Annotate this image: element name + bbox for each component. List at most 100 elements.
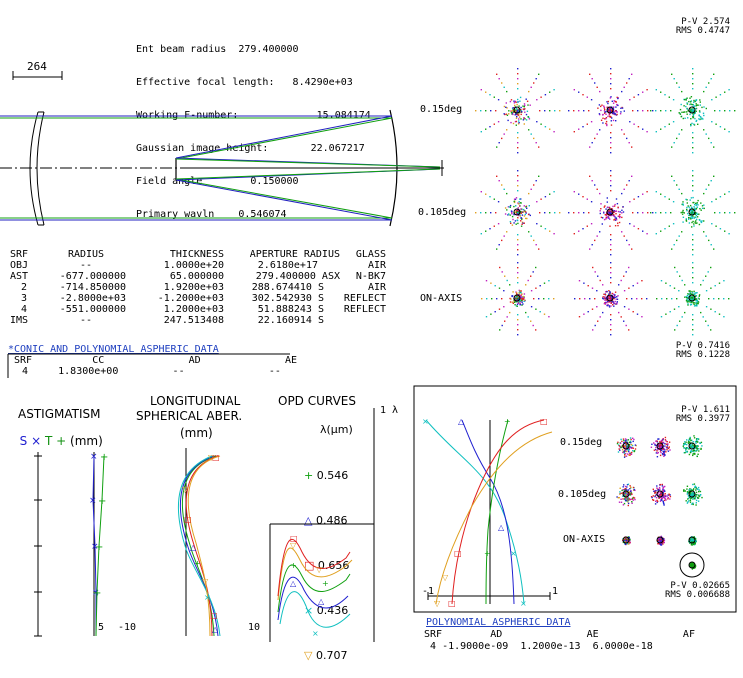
spot-dot xyxy=(619,487,621,489)
spot-dot xyxy=(596,188,598,190)
spot-dot xyxy=(688,217,690,219)
spot-dot xyxy=(517,324,519,326)
spot-dot xyxy=(610,88,612,90)
spot-dot xyxy=(665,212,667,214)
spot-dot xyxy=(641,280,643,282)
spot-dot xyxy=(696,449,698,451)
spot-dot xyxy=(630,438,632,441)
spot-dot xyxy=(696,445,698,448)
spot-dot xyxy=(517,302,520,304)
spot-dot xyxy=(694,304,696,307)
spot-dot xyxy=(686,488,688,490)
spot-dot xyxy=(623,133,625,135)
spot-dot xyxy=(616,442,619,445)
spot-dot xyxy=(511,295,513,298)
spot-dot xyxy=(689,304,692,306)
spot-dot xyxy=(518,105,520,107)
spot-dot xyxy=(686,108,689,110)
spot-dot xyxy=(691,540,693,542)
spot-dot xyxy=(624,540,626,543)
spot-dot xyxy=(520,299,522,301)
spot-dot xyxy=(614,219,617,221)
spot-dot xyxy=(610,319,612,321)
spot-dot xyxy=(609,218,611,220)
spot-dot xyxy=(655,500,657,502)
spot-dot xyxy=(656,487,658,489)
conic-data-link[interactable]: *CONIC AND POLYNOMIAL ASPHERIC DATA xyxy=(8,344,219,355)
spot-dot xyxy=(698,489,700,491)
spot-dot xyxy=(599,129,601,131)
spot-dot xyxy=(614,294,616,296)
spot-dot xyxy=(525,284,527,286)
spot-dot xyxy=(605,298,607,300)
spot-dot xyxy=(622,495,624,497)
spot-dot xyxy=(512,113,514,116)
spot-dot xyxy=(701,220,703,222)
spot-dot xyxy=(612,102,615,104)
spot-dot xyxy=(624,538,626,541)
spot-dot xyxy=(517,88,519,90)
spot-dot xyxy=(517,267,519,269)
spot-dot xyxy=(698,450,700,452)
spot-dot xyxy=(629,540,631,542)
poly-data-link[interactable]: POLYNOMIAL ASPHERIC DATA xyxy=(426,617,571,628)
spot-dot xyxy=(608,210,610,212)
spot-dot xyxy=(692,298,694,300)
spot-dot xyxy=(692,249,694,251)
spot-dot xyxy=(614,100,617,103)
spot-dot xyxy=(518,294,520,296)
spot-dot xyxy=(692,239,694,241)
spot-dot xyxy=(656,501,658,504)
spot-dot xyxy=(652,488,654,490)
summary-line-4: Gaussian image height: 22.067217 xyxy=(136,143,365,154)
spot-dot xyxy=(610,78,612,80)
spot-dot xyxy=(514,298,516,300)
spot-dot xyxy=(529,104,531,106)
spot-dot xyxy=(697,199,699,202)
spot-dot xyxy=(625,449,627,452)
spot-dot xyxy=(697,441,699,443)
spot-dot xyxy=(661,492,663,494)
spot-dot xyxy=(660,535,662,538)
lens-layout xyxy=(0,109,444,227)
spot-dot xyxy=(631,444,634,447)
spot-dot xyxy=(695,214,697,217)
spot-dot xyxy=(629,485,631,487)
spot-field-label-3: ON-AXIS xyxy=(420,293,463,304)
spot-dot xyxy=(692,170,694,172)
svg-text:□: □ xyxy=(210,611,218,620)
spot-dot xyxy=(692,441,694,443)
spot-dot xyxy=(661,497,663,500)
opd-title: OPD CURVES xyxy=(278,394,356,408)
spot-dot xyxy=(700,494,702,496)
spot-dot xyxy=(691,493,693,495)
poly-data-header: SRF AD AE AF xyxy=(424,629,695,640)
spot-dot xyxy=(665,282,667,284)
spot-dot xyxy=(553,298,555,300)
spot-dot xyxy=(525,212,527,214)
spot-dot xyxy=(688,440,690,443)
spot-dot xyxy=(624,445,627,448)
spot-dot xyxy=(515,210,518,212)
summary-line-1: Ent beam radius 279.400000 xyxy=(136,44,299,55)
legend-item: + 0.546 xyxy=(304,469,349,482)
spot-dot-center xyxy=(688,294,696,302)
spot-dot xyxy=(689,501,692,503)
spot-dot xyxy=(619,211,621,213)
spot-dot xyxy=(619,442,622,444)
spot-dot xyxy=(660,542,663,545)
spot-dot xyxy=(681,129,683,131)
spot-dot xyxy=(690,218,692,220)
spot-dot xyxy=(480,191,482,193)
spot-dot xyxy=(510,99,513,101)
spot-dot xyxy=(592,329,594,331)
spot-dot-center xyxy=(622,536,630,544)
spot-dot xyxy=(659,440,661,443)
spot-dot xyxy=(719,126,722,128)
spot-dot xyxy=(685,451,687,453)
spot-dot xyxy=(624,541,626,544)
spot-dot xyxy=(610,124,613,126)
spot-dot xyxy=(497,223,500,225)
spot-dot xyxy=(613,219,615,221)
spot-dot xyxy=(626,82,628,84)
